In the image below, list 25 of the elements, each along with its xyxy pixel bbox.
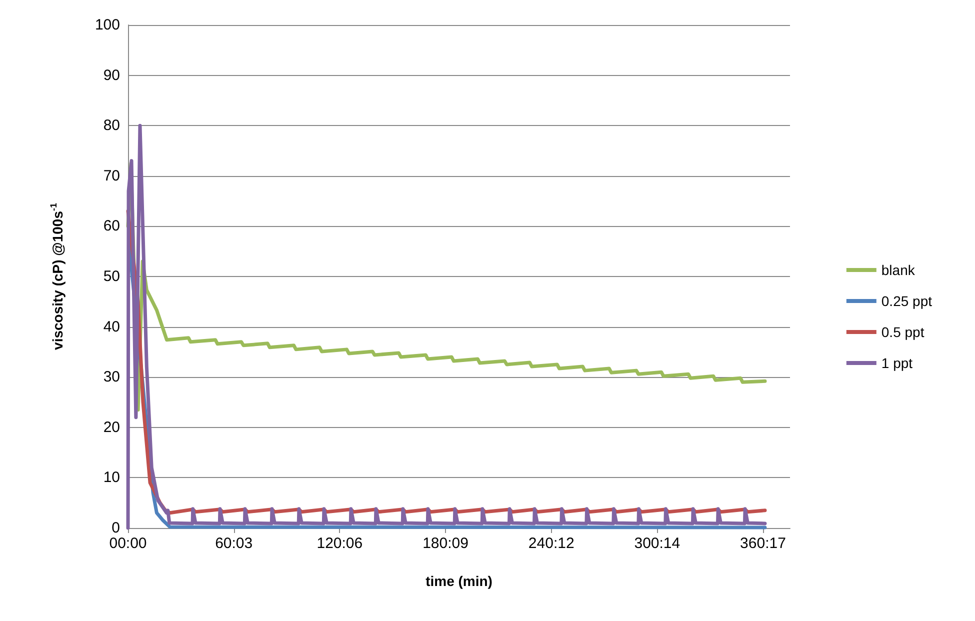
line-series [126, 124, 767, 530]
y-tick-label: 100 [94, 16, 120, 34]
x-tick-label: 60:03 [215, 535, 253, 552]
x-tick-label: 120:06 [316, 535, 363, 552]
y-tick-label: 40 [103, 318, 120, 336]
legend-label: 1 ppt [881, 355, 913, 371]
y-tick-label: 30 [103, 368, 120, 386]
y-tick-label: 80 [103, 117, 120, 134]
y-axis-title: viscosity (cP) @100s-1 [48, 203, 66, 350]
y-tick-label: 60 [103, 218, 120, 235]
x-tick-label: 180:09 [422, 535, 468, 552]
x-tick-label: 300:14 [634, 535, 680, 552]
y-tick-label: 20 [103, 418, 120, 436]
x-tick-label: 240:12 [528, 535, 574, 552]
legend-label: 0.5 ppt [881, 324, 924, 340]
legend-label: blank [881, 262, 916, 278]
y-tick-label: 0 [112, 520, 120, 536]
legend-label: 0.25 ppt [881, 293, 932, 309]
x-tick-label: 360:17 [740, 535, 786, 552]
y-tick-label: 50 [103, 268, 120, 285]
x-axis-title: time (min) [426, 573, 492, 589]
x-tick-label: 00:00 [109, 535, 147, 552]
y-tick-label: 90 [103, 66, 120, 84]
y-tick-label: 70 [103, 167, 120, 184]
y-tick-label: 10 [103, 469, 120, 486]
